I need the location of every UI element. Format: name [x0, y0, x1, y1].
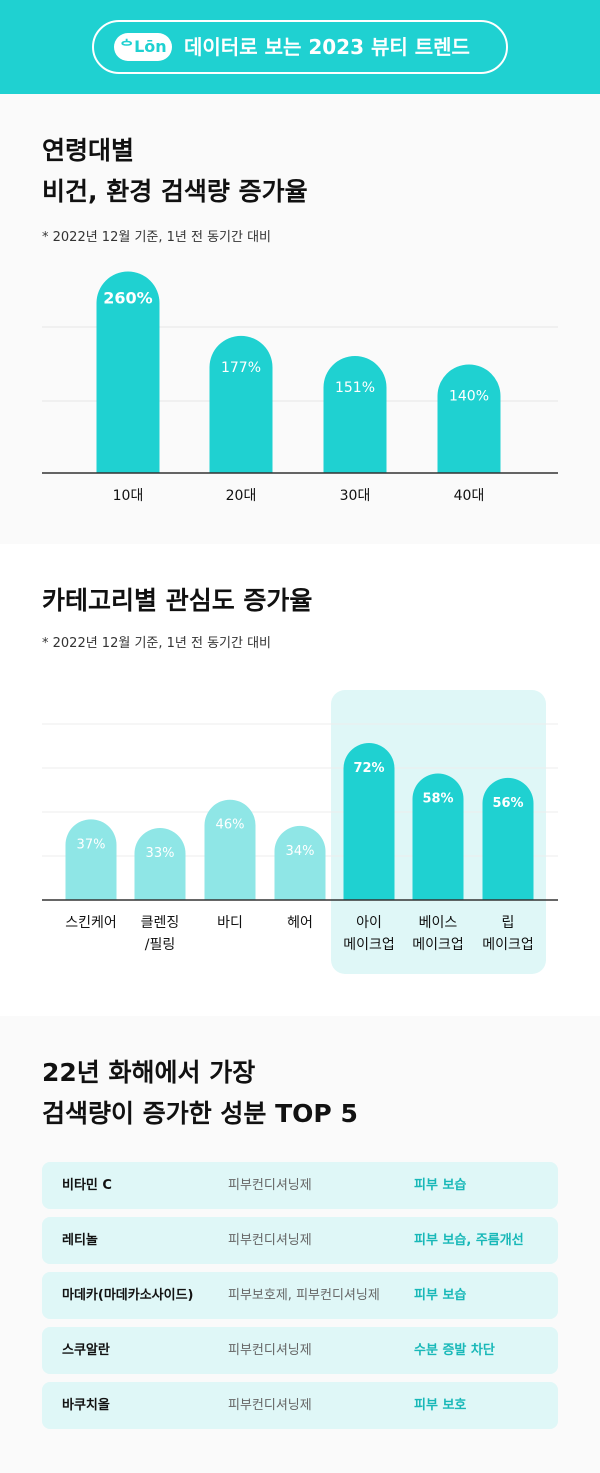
category-label: 헤어 — [287, 915, 313, 931]
bar — [323, 355, 387, 473]
data-label: 140% — [449, 389, 489, 405]
category-label: 베이스 메이크업 — [412, 915, 464, 953]
table-row: 마데카(마데카소사이드) 피부보호제, 피부컨디셔닝제 피부 보습 — [42, 1272, 558, 1319]
ingredient-name: 바쿠치올 — [62, 1398, 110, 1413]
age-bar-chart: 260% 10대 177% 20대 151% 30대 140% 40대 — [42, 271, 558, 504]
ingredient-category: 피부컨디셔닝제 — [228, 1233, 312, 1248]
category-section-note: * 2022년 12월 기준, 1년 전 동기간 대비 — [42, 636, 272, 651]
data-label: 37% — [77, 837, 106, 852]
category-label: 스킨케어 — [65, 915, 117, 931]
ingredient-effect: 피부 보호 — [414, 1398, 467, 1413]
bar — [209, 335, 273, 473]
header-title: 데이터로 보는 2023 뷰티 트렌드 — [184, 35, 470, 59]
bar — [412, 773, 464, 900]
data-label: 260% — [103, 289, 152, 308]
ingredient-category: 피부컨디셔닝제 — [228, 1398, 312, 1413]
age-section-note: * 2022년 12월 기준, 1년 전 동기간 대비 — [42, 230, 272, 245]
ingredient-category: 피부컨디셔닝제 — [228, 1178, 312, 1193]
category-section: 카테고리별 관심도 증가율 * 2022년 12월 기준, 1년 전 동기간 대… — [0, 544, 600, 1016]
ingredient-category: 피부보호제, 피부컨디셔닝제 — [228, 1288, 380, 1303]
header-pill: ᅌLōn 데이터로 보는 2023 뷰티 트렌드 — [92, 20, 508, 74]
data-label: 34% — [286, 844, 315, 859]
category-label: 아이 메이크업 — [343, 915, 395, 953]
ingredient-name: 레티놀 — [62, 1233, 98, 1248]
bar — [96, 271, 160, 473]
header-banner: ᅌLōn 데이터로 보는 2023 뷰티 트렌드 — [0, 0, 600, 94]
ingredient-effect: 수분 증발 차단 — [414, 1343, 495, 1358]
bar — [65, 819, 117, 900]
category-label: 10대 — [113, 488, 144, 504]
data-label: 177% — [221, 360, 261, 376]
category-label: 클렌징/필링 — [141, 915, 180, 953]
ingredient-section: 22년 화해에서 가장 검색량이 증가한 성분 TOP 5 비타민 C 피부컨디… — [0, 1016, 600, 1473]
age-section-title-line2: 비건, 환경 검색량 증가율 — [42, 177, 308, 206]
ingredient-section-title-line1: 22년 화해에서 가장 — [42, 1058, 256, 1087]
data-label: 33% — [146, 846, 175, 861]
category-bar-chart: 37% 스킨케어 33% 클렌징/필링 46% 바디 34% 헤어 72% 아이 메이크업 58% 베이… — [42, 690, 558, 974]
table-row: 비타민 C 피부컨디셔닝제 피부 보습 — [42, 1162, 558, 1209]
bar — [134, 828, 186, 900]
data-label: 72% — [353, 761, 384, 776]
table-row: 스쿠알란 피부컨디셔닝제 수분 증발 차단 — [42, 1327, 558, 1374]
category-section-title: 카테고리별 관심도 증가율 — [42, 586, 313, 615]
data-label: 151% — [335, 380, 375, 396]
category-label: 30대 — [340, 488, 371, 504]
bar — [204, 799, 256, 900]
table-row: 레티놀 피부컨디셔닝제 피부 보습, 주름개선 — [42, 1217, 558, 1264]
ingredient-category: 피부컨디셔닝제 — [228, 1343, 312, 1358]
bar — [437, 364, 501, 473]
bar — [482, 777, 534, 900]
data-label: 46% — [216, 818, 245, 833]
ingredient-name: 스쿠알란 — [62, 1343, 110, 1358]
ingredient-section-title-line2: 검색량이 증가한 성분 TOP 5 — [42, 1099, 358, 1128]
data-label: 56% — [492, 796, 523, 811]
category-label: 바디 — [217, 915, 243, 931]
age-section-title-line1: 연령대별 — [42, 136, 135, 165]
ingredient-table: 비타민 C 피부컨디셔닝제 피부 보습 레티놀 피부컨디셔닝제 피부 보습, 주… — [42, 1162, 558, 1437]
ingredient-effect: 피부 보습, 주름개선 — [414, 1233, 524, 1248]
brand-logo: ᅌLōn — [114, 33, 172, 61]
bar — [274, 825, 326, 900]
data-label: 58% — [422, 792, 453, 807]
category-label: 립 메이크업 — [482, 915, 534, 953]
ingredient-effect: 피부 보습 — [414, 1288, 467, 1303]
bar — [343, 743, 395, 900]
ingredient-name: 비타민 C — [62, 1178, 112, 1193]
age-group-section: 연령대별 비건, 환경 검색량 증가율 * 2022년 12월 기준, 1년 전… — [0, 94, 600, 544]
category-label: 20대 — [226, 488, 257, 504]
category-label: 40대 — [454, 488, 485, 504]
ingredient-name: 마데카(마데카소사이드) — [62, 1288, 194, 1303]
ingredient-effect: 피부 보습 — [414, 1178, 467, 1193]
table-row: 바쿠치올 피부컨디셔닝제 피부 보호 — [42, 1382, 558, 1429]
